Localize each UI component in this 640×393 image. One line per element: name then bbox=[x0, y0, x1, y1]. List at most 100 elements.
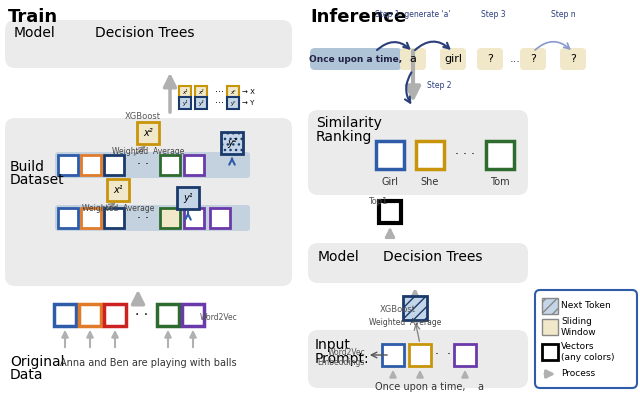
Text: Girl: Girl bbox=[381, 177, 399, 187]
Bar bbox=[81, 155, 101, 175]
FancyBboxPatch shape bbox=[440, 48, 466, 70]
Bar bbox=[160, 155, 180, 175]
Text: girl: girl bbox=[444, 54, 462, 64]
Text: Step 1: generate 'a': Step 1: generate 'a' bbox=[375, 10, 451, 19]
Text: y²: y² bbox=[227, 138, 237, 148]
Text: Weighted  Average: Weighted Average bbox=[369, 318, 441, 327]
Bar bbox=[137, 122, 159, 144]
Bar bbox=[542, 319, 558, 335]
Text: ···: ··· bbox=[214, 87, 223, 97]
FancyBboxPatch shape bbox=[520, 48, 546, 70]
Text: Process: Process bbox=[561, 369, 595, 378]
Text: ?: ? bbox=[570, 54, 576, 64]
Bar bbox=[227, 97, 239, 109]
Bar bbox=[179, 97, 191, 109]
FancyBboxPatch shape bbox=[560, 48, 586, 70]
Text: Top1: Top1 bbox=[368, 197, 387, 206]
Text: Anna and Ben are playing with balls: Anna and Ben are playing with balls bbox=[60, 358, 237, 368]
Text: Model: Model bbox=[318, 250, 360, 264]
Text: y¹: y¹ bbox=[182, 100, 188, 106]
Text: ?: ? bbox=[487, 54, 493, 64]
Text: x¹: x¹ bbox=[182, 90, 188, 94]
Text: Step 2: Step 2 bbox=[427, 81, 451, 90]
Text: Once upon a time,    a: Once upon a time, a bbox=[375, 382, 484, 392]
Text: Decision Trees: Decision Trees bbox=[95, 26, 195, 40]
Text: Decision Trees: Decision Trees bbox=[383, 250, 483, 264]
Bar bbox=[54, 304, 76, 326]
Text: ·  ·: · · bbox=[435, 349, 451, 362]
Text: Model: Model bbox=[14, 26, 56, 40]
Bar bbox=[227, 86, 239, 98]
FancyBboxPatch shape bbox=[535, 290, 637, 388]
Bar bbox=[160, 208, 180, 228]
Text: a: a bbox=[410, 54, 417, 64]
Text: y²: y² bbox=[198, 100, 204, 106]
Bar bbox=[182, 304, 204, 326]
Text: Data: Data bbox=[10, 368, 44, 382]
Text: Word2Vec
Embeddings: Word2Vec Embeddings bbox=[317, 348, 365, 367]
Bar bbox=[81, 208, 101, 228]
Bar bbox=[58, 208, 78, 228]
Text: XGBoost: XGBoost bbox=[125, 112, 161, 121]
Text: · · ·: · · · bbox=[455, 149, 475, 162]
Bar bbox=[416, 141, 444, 169]
Bar bbox=[195, 86, 207, 98]
FancyBboxPatch shape bbox=[55, 205, 250, 231]
Bar bbox=[58, 155, 78, 175]
Bar bbox=[210, 208, 230, 228]
Text: Once upon a time,: Once upon a time, bbox=[309, 55, 403, 64]
FancyBboxPatch shape bbox=[5, 118, 292, 286]
Text: → Y: → Y bbox=[242, 100, 254, 106]
Text: Build: Build bbox=[10, 160, 45, 174]
Text: Step 3: Step 3 bbox=[481, 10, 506, 19]
Bar bbox=[454, 344, 476, 366]
Bar bbox=[486, 141, 514, 169]
Bar bbox=[104, 155, 124, 175]
Bar bbox=[221, 132, 243, 154]
Text: xⁿ: xⁿ bbox=[230, 90, 236, 94]
Text: x¹: x¹ bbox=[113, 185, 123, 195]
FancyBboxPatch shape bbox=[308, 330, 528, 388]
FancyBboxPatch shape bbox=[308, 243, 528, 283]
FancyBboxPatch shape bbox=[400, 48, 426, 70]
Text: Next Token: Next Token bbox=[561, 301, 611, 310]
Bar bbox=[542, 344, 558, 360]
Bar bbox=[104, 208, 124, 228]
Text: Train: Train bbox=[8, 8, 58, 26]
Text: Dataset: Dataset bbox=[10, 173, 65, 187]
Text: XGBoost: XGBoost bbox=[380, 305, 416, 314]
Bar bbox=[382, 344, 404, 366]
Text: · ·: · · bbox=[137, 158, 149, 171]
Text: → X: → X bbox=[242, 89, 255, 95]
FancyBboxPatch shape bbox=[308, 110, 528, 195]
Text: ?: ? bbox=[530, 54, 536, 64]
Text: ...: ... bbox=[509, 54, 520, 64]
Text: Weighted  Average: Weighted Average bbox=[112, 147, 184, 156]
Text: Vectors
(any colors): Vectors (any colors) bbox=[561, 342, 614, 362]
Text: · ·: · · bbox=[137, 211, 149, 224]
Bar bbox=[542, 298, 558, 314]
Bar bbox=[379, 201, 401, 223]
FancyBboxPatch shape bbox=[477, 48, 503, 70]
Text: Original: Original bbox=[10, 355, 65, 369]
Text: Similarity: Similarity bbox=[316, 116, 382, 130]
FancyBboxPatch shape bbox=[5, 20, 292, 68]
Text: · ·: · · bbox=[136, 308, 148, 322]
Text: x²: x² bbox=[198, 90, 204, 94]
FancyBboxPatch shape bbox=[55, 152, 250, 178]
Text: Sliding
Window: Sliding Window bbox=[561, 317, 596, 337]
Bar bbox=[376, 141, 404, 169]
Bar bbox=[107, 179, 129, 201]
Bar bbox=[184, 208, 204, 228]
Text: Tom: Tom bbox=[490, 177, 510, 187]
Text: ···: ··· bbox=[214, 98, 223, 108]
Bar bbox=[177, 187, 199, 209]
Bar bbox=[195, 97, 207, 109]
Text: Ranking: Ranking bbox=[316, 130, 372, 144]
Text: Word2Vec: Word2Vec bbox=[200, 312, 237, 321]
Bar bbox=[179, 86, 191, 98]
FancyBboxPatch shape bbox=[310, 48, 402, 70]
Bar bbox=[403, 296, 427, 320]
Bar bbox=[184, 155, 204, 175]
Bar bbox=[79, 304, 101, 326]
